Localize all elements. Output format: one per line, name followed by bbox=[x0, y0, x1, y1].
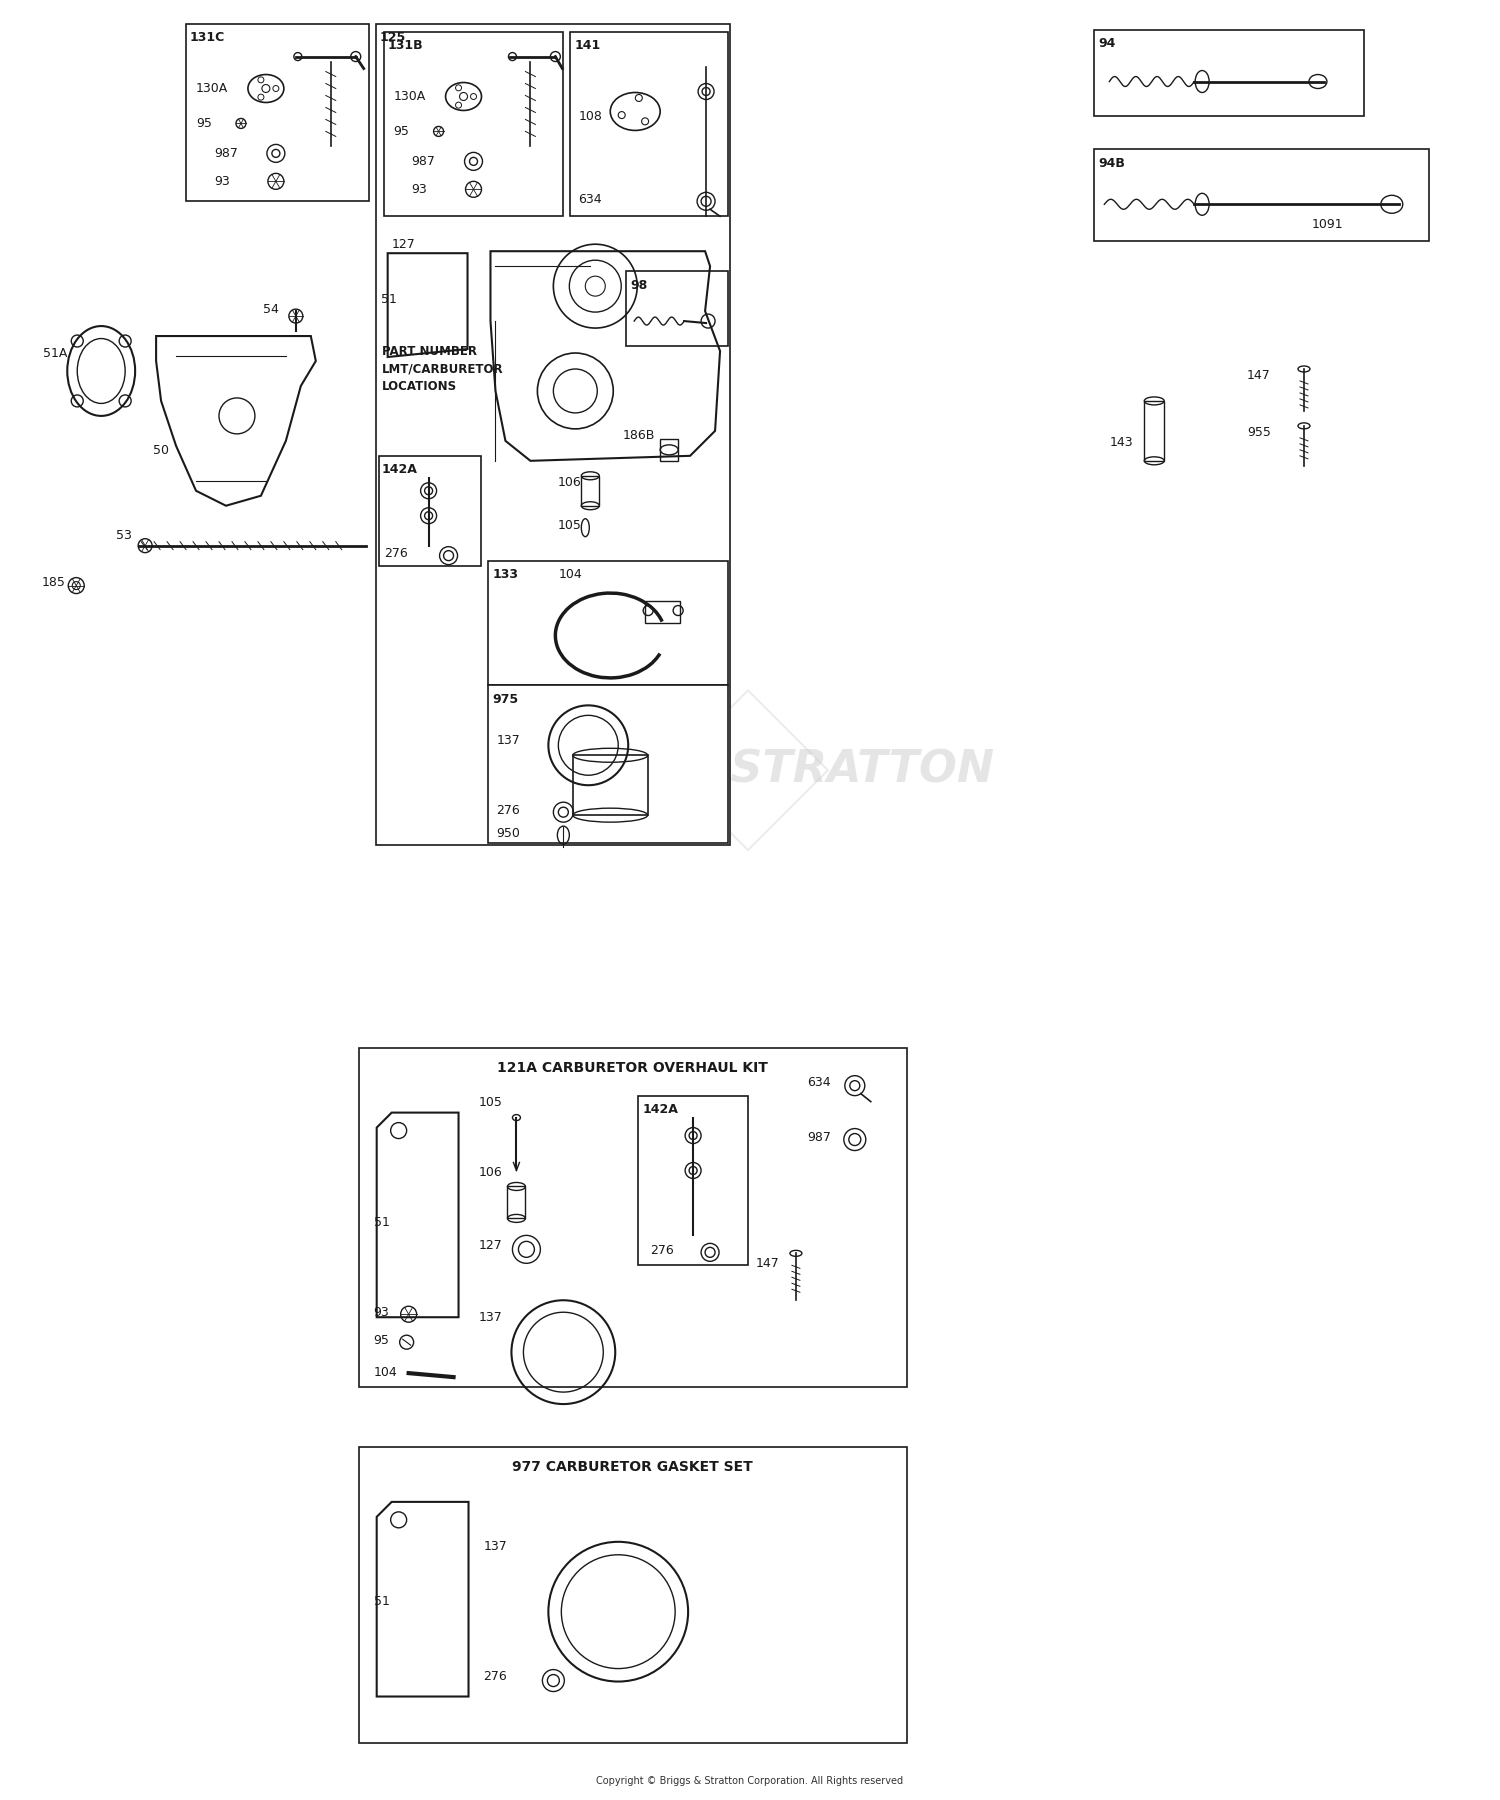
Text: 95: 95 bbox=[374, 1334, 390, 1346]
Text: Copyright © Briggs & Stratton Corporation. All Rights reserved: Copyright © Briggs & Stratton Corporatio… bbox=[597, 1777, 903, 1786]
Text: PART NUMBER: PART NUMBER bbox=[381, 344, 477, 358]
Text: 987: 987 bbox=[411, 155, 435, 167]
Bar bbox=[638, 1096, 748, 1265]
Text: 634: 634 bbox=[807, 1076, 831, 1089]
Text: 137: 137 bbox=[478, 1310, 502, 1323]
Bar bbox=[573, 756, 648, 815]
Bar bbox=[358, 1447, 906, 1744]
Text: 51: 51 bbox=[374, 1217, 390, 1229]
Text: 106: 106 bbox=[478, 1166, 502, 1179]
Bar bbox=[186, 23, 369, 202]
Text: 137: 137 bbox=[483, 1541, 507, 1553]
Bar bbox=[378, 455, 480, 565]
Text: 186B: 186B bbox=[622, 430, 654, 443]
Text: 50: 50 bbox=[153, 445, 170, 457]
Text: 131B: 131B bbox=[387, 40, 423, 52]
Bar bbox=[375, 23, 730, 846]
Bar bbox=[384, 32, 564, 216]
Bar bbox=[660, 439, 678, 461]
Bar bbox=[489, 560, 728, 686]
Text: 130A: 130A bbox=[196, 83, 228, 95]
Text: 51A: 51A bbox=[44, 347, 68, 360]
Text: 141: 141 bbox=[574, 40, 600, 52]
Text: 142A: 142A bbox=[381, 463, 417, 477]
Text: 93: 93 bbox=[374, 1305, 390, 1319]
Text: 98: 98 bbox=[630, 279, 648, 292]
Bar bbox=[626, 272, 728, 346]
Text: LOCATIONS: LOCATIONS bbox=[381, 380, 458, 394]
Text: 987: 987 bbox=[214, 148, 238, 160]
Text: 104: 104 bbox=[558, 569, 582, 581]
Text: 1091: 1091 bbox=[1312, 218, 1344, 230]
Text: 276: 276 bbox=[650, 1244, 674, 1256]
Text: 977 CARBURETOR GASKET SET: 977 CARBURETOR GASKET SET bbox=[512, 1460, 753, 1474]
Bar bbox=[1095, 149, 1428, 241]
Text: 131C: 131C bbox=[190, 31, 225, 43]
Text: 127: 127 bbox=[478, 1238, 502, 1251]
Text: 143: 143 bbox=[1110, 436, 1132, 450]
Text: 955: 955 bbox=[1246, 427, 1270, 439]
Bar bbox=[582, 475, 600, 506]
Text: 108: 108 bbox=[579, 110, 602, 122]
Text: 105: 105 bbox=[478, 1096, 502, 1109]
Text: 93: 93 bbox=[411, 184, 428, 196]
Text: 121A CARBURETOR OVERHAUL KIT: 121A CARBURETOR OVERHAUL KIT bbox=[496, 1060, 768, 1075]
Text: 147: 147 bbox=[756, 1256, 780, 1269]
Text: 93: 93 bbox=[214, 175, 230, 187]
Text: 133: 133 bbox=[492, 569, 519, 581]
Text: 54: 54 bbox=[262, 302, 279, 315]
Text: 127: 127 bbox=[392, 238, 416, 250]
Text: LMT/CARBURETOR: LMT/CARBURETOR bbox=[381, 362, 504, 376]
Text: 276: 276 bbox=[483, 1670, 507, 1683]
Bar bbox=[507, 1186, 525, 1219]
Text: 51: 51 bbox=[381, 293, 396, 306]
Text: 137: 137 bbox=[496, 734, 520, 747]
Bar bbox=[570, 32, 728, 216]
Bar bbox=[1095, 29, 1364, 117]
Text: 634: 634 bbox=[579, 193, 602, 205]
Text: 53: 53 bbox=[116, 529, 132, 542]
Bar bbox=[1144, 401, 1164, 461]
Text: 125: 125 bbox=[380, 31, 406, 43]
Text: 147: 147 bbox=[1246, 369, 1270, 382]
Text: 185: 185 bbox=[42, 576, 64, 589]
Text: 51: 51 bbox=[374, 1595, 390, 1607]
Bar bbox=[645, 601, 680, 623]
Text: BRIGGS&STRATTON: BRIGGS&STRATTON bbox=[503, 749, 994, 792]
Text: 95: 95 bbox=[393, 124, 410, 139]
Text: 130A: 130A bbox=[393, 90, 426, 103]
Bar bbox=[358, 1048, 906, 1388]
Text: 104: 104 bbox=[374, 1366, 398, 1379]
Text: 142A: 142A bbox=[642, 1103, 678, 1116]
Text: 94B: 94B bbox=[1098, 157, 1125, 169]
Text: 276: 276 bbox=[384, 547, 408, 560]
Text: 95: 95 bbox=[196, 117, 211, 130]
Text: 276: 276 bbox=[496, 803, 520, 817]
Text: 975: 975 bbox=[492, 693, 519, 706]
Text: 987: 987 bbox=[807, 1130, 831, 1145]
Text: 950: 950 bbox=[496, 826, 520, 839]
Text: 94: 94 bbox=[1098, 38, 1116, 50]
Text: 106: 106 bbox=[558, 477, 580, 490]
Text: 105: 105 bbox=[558, 518, 580, 533]
Bar bbox=[489, 686, 728, 842]
